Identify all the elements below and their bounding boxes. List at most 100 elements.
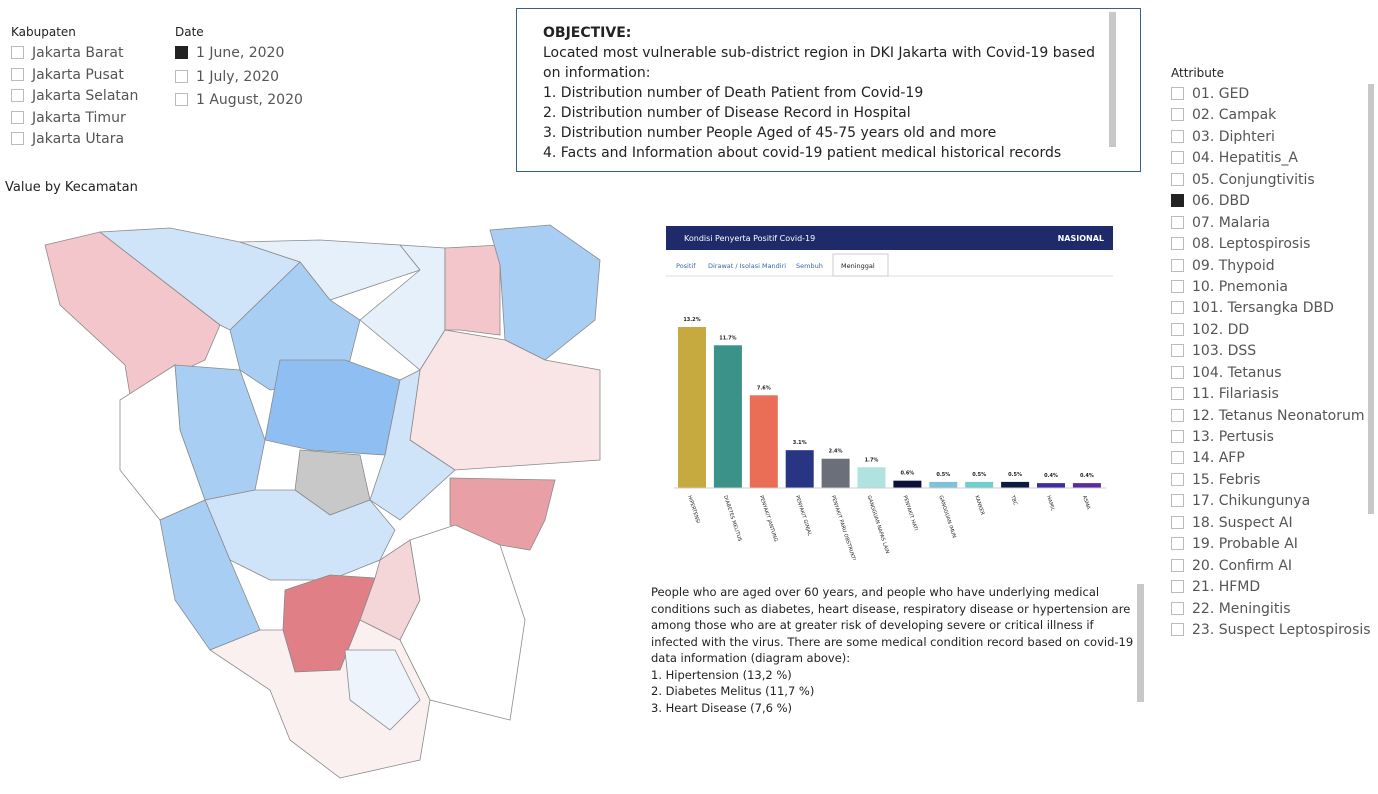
- slicer-label: 01. GED: [1192, 86, 1250, 102]
- bar: [749, 395, 778, 488]
- slicer-item[interactable]: 02. Campak: [1171, 107, 1276, 123]
- value-label: 1.7%: [865, 457, 879, 463]
- slicer-item[interactable]: 05. Conjungtivitis: [1171, 172, 1315, 188]
- slicer-item[interactable]: 03. Diphteri: [1171, 129, 1275, 145]
- slicer-item[interactable]: 101. Tersangka DBD: [1171, 300, 1334, 316]
- slicer-item[interactable]: 22. Meningitis: [1171, 601, 1291, 617]
- kabupaten-slicer: Kabupaten Jakarta Barat Jakarta Pusat Jaka…: [11, 25, 161, 155]
- checkbox: [175, 69, 188, 83]
- slicer-item[interactable]: 20. Confirm AI: [1171, 558, 1292, 574]
- slicer-label: Jakarta Pusat: [32, 66, 124, 83]
- slicer-title: Date: [175, 25, 204, 39]
- slicer-item[interactable]: 10. Pnemonia: [1171, 279, 1288, 295]
- checkbox: [11, 110, 24, 124]
- checkbox: [11, 46, 24, 59]
- slicer-item[interactable]: 01. GED: [1171, 86, 1249, 102]
- checkbox: [1171, 194, 1184, 208]
- region: [449, 477, 556, 551]
- slicer-item[interactable]: 17. Chikungunya: [1171, 493, 1310, 509]
- checkbox: [1171, 258, 1184, 272]
- slicer-item[interactable]: Jakarta Utara: [11, 131, 124, 147]
- slicer-item[interactable]: Jakarta Timur: [11, 110, 126, 126]
- slicer-item[interactable]: 04. Hepatitis_A: [1171, 150, 1298, 166]
- objective-box: OBJECTIVE: Located most vulnerable sub-d…: [516, 8, 1141, 172]
- checkbox: [1171, 237, 1184, 251]
- slicer-item[interactable]: 18. Suspect AI: [1171, 515, 1293, 531]
- slicer-label: 17. Chikungunya: [1192, 493, 1311, 510]
- x-tick-label: PENYAKIT JANTUNG: [758, 495, 779, 543]
- checkbox: [1171, 623, 1184, 636]
- checkbox: [1171, 365, 1184, 379]
- slicer-item[interactable]: 14. AFP: [1171, 450, 1245, 466]
- checkbox: [11, 132, 24, 145]
- slicer-item[interactable]: 104. Tetanus: [1171, 365, 1282, 381]
- slicer-label: Jakarta Barat: [32, 45, 124, 61]
- x-tick-label: ASMA: [1081, 495, 1091, 511]
- checkbox: [1171, 494, 1184, 508]
- slicer-item[interactable]: 102. DD: [1171, 322, 1249, 338]
- panel-title: Kondisi Penyerta Positif Covid-19: [684, 234, 815, 243]
- slicer-item[interactable]: 06. DBD: [1171, 193, 1250, 209]
- checkbox: [1171, 558, 1184, 572]
- description-item: 2. Diabetes Melitus (11,7 %): [651, 684, 815, 698]
- slicer-item[interactable]: 07. Malaria: [1171, 215, 1270, 231]
- checkbox: [1171, 279, 1184, 293]
- bar: [965, 481, 994, 488]
- slicer-title: Attribute: [1171, 66, 1224, 80]
- x-tick-label: KANKER: [973, 495, 985, 517]
- checkbox: [1171, 408, 1184, 422]
- region: [489, 224, 601, 361]
- slicer-label: 07. Malaria: [1192, 214, 1271, 231]
- slicer-item[interactable]: 13. Pertusis: [1171, 429, 1274, 445]
- objective-title: OBJECTIVE:: [543, 25, 632, 41]
- slicer-item[interactable]: 12. Tetanus Neonatorum: [1171, 408, 1364, 424]
- x-tick-label: GANGGUAN NAPAS LAIN: [866, 495, 891, 555]
- slicer-label: 21. HFMD: [1192, 579, 1261, 596]
- checkbox: [1171, 580, 1184, 594]
- bar: [929, 481, 958, 488]
- slicer-label: 15. Febris: [1192, 471, 1261, 488]
- slicer-item[interactable]: 1 August, 2020: [175, 92, 303, 108]
- checkbox: [1171, 108, 1184, 122]
- checkbox: [175, 46, 188, 59]
- description-list: 1. Hipertension (13,2 %) 2. Diabetes Meli…: [651, 667, 1139, 717]
- slicer-item[interactable]: 08. Leptospirosis: [1171, 236, 1310, 252]
- tab[interactable]: Sembuh: [796, 262, 823, 270]
- checkbox: [1171, 322, 1184, 336]
- region: [399, 524, 526, 721]
- slicer-item[interactable]: 103. DSS: [1171, 343, 1256, 359]
- checkbox: [175, 93, 188, 106]
- checkbox: [1171, 430, 1184, 444]
- scrollbar: [1368, 84, 1374, 514]
- slicer-item[interactable]: 1 June, 2020: [175, 45, 284, 61]
- tab[interactable]: Dirawat / Isolasi Mandiri: [708, 262, 786, 270]
- slicer-label: 102. DD: [1192, 321, 1250, 338]
- slicer-item[interactable]: 23. Suspect Leptospirosis: [1171, 622, 1371, 638]
- value-label: 3.1%: [793, 440, 807, 446]
- slicer-item[interactable]: Jakarta Selatan: [11, 88, 138, 104]
- slicer-label: 05. Conjungtivitis: [1192, 171, 1315, 188]
- slicer-item[interactable]: 19. Probable AI: [1171, 536, 1298, 552]
- slicer-item[interactable]: Jakarta Pusat: [11, 67, 124, 83]
- bar: [678, 327, 706, 488]
- slicer-item[interactable]: Jakarta Barat: [11, 45, 123, 61]
- checkbox: [1171, 172, 1184, 186]
- checkbox: [11, 89, 24, 102]
- slicer-item[interactable]: 1 July, 2020: [175, 69, 279, 85]
- value-label: 0.4%: [1080, 473, 1094, 479]
- checkbox: [1171, 301, 1184, 315]
- tab[interactable]: Meninggal: [841, 262, 875, 270]
- slicer-item[interactable]: 11. Filariasis: [1171, 386, 1279, 402]
- slicer-label: 11. Filariasis: [1192, 386, 1279, 403]
- region: [204, 489, 396, 581]
- slicer-item[interactable]: 09. Thypoid: [1171, 258, 1275, 274]
- tab[interactable]: Positif: [676, 262, 696, 270]
- bar: [1072, 483, 1101, 488]
- region: [264, 359, 401, 456]
- checkbox: [1171, 601, 1184, 615]
- slicer-item[interactable]: 15. Febris: [1171, 472, 1260, 488]
- slicer-label: Jakarta Selatan: [32, 88, 139, 104]
- slicer-item[interactable]: 21. HFMD: [1171, 579, 1260, 595]
- attribute-slicer: Attribute 01. GED 02. Campak 03. Diphteri 0…: [1171, 66, 1371, 646]
- objective-list: 1. Distribution number of Death Patient …: [543, 83, 1100, 163]
